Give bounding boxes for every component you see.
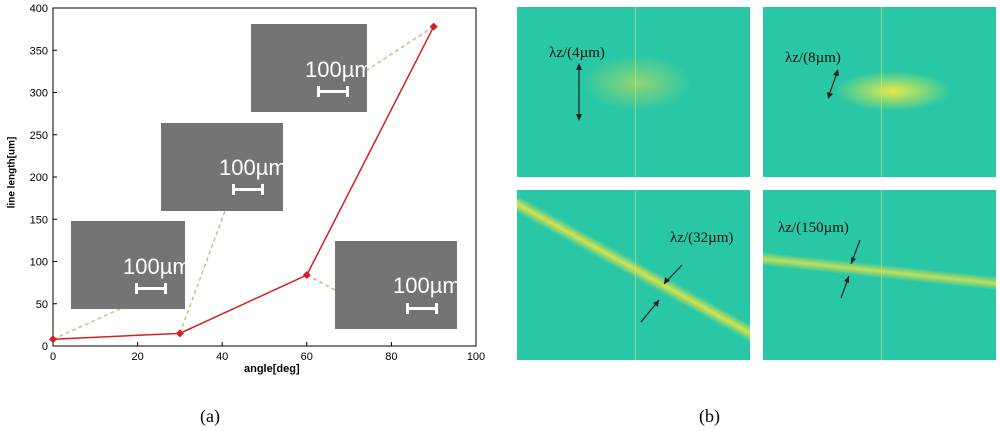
fft-panel-32um: λz/(32µm)	[517, 190, 750, 360]
x-tick-label: 40	[216, 351, 228, 363]
caption-b: (b)	[699, 406, 720, 426]
sem-inset-90deg: 100µm	[251, 24, 367, 112]
y-tick-label: 150	[30, 214, 48, 226]
double-arrow-icon	[576, 63, 582, 121]
series-line	[52, 26, 435, 340]
y-tick-label: 50	[36, 299, 48, 311]
sem-inset-60deg: 100µm	[335, 241, 457, 329]
double-arrow-icon	[827, 69, 839, 99]
y-tick-label: 250	[30, 130, 48, 142]
y-tick-label: 100	[30, 257, 48, 269]
fft-panel-8um: λz/(8µm)	[763, 7, 996, 177]
double-arrow-icon	[640, 264, 683, 323]
scale-bar	[406, 303, 438, 314]
inset-leader-line	[306, 274, 336, 291]
scale-bar-label: 100µm	[305, 57, 367, 82]
data-point-marker	[429, 22, 438, 31]
sem-inset-30deg: 100µm	[161, 123, 283, 211]
fft-label: λz/(150µm)	[778, 220, 849, 236]
inset-leader-line	[179, 210, 226, 334]
scale-bar-label: 100µm	[393, 273, 457, 298]
scale-bar-label: 100µm	[123, 254, 185, 279]
x-axis-label: angle[deg]	[244, 363, 300, 375]
y-tick-label: 400	[30, 3, 48, 15]
data-point-marker	[302, 271, 311, 280]
y-tick-label: 200	[30, 172, 48, 184]
x-tick-label: 20	[131, 351, 143, 363]
caption-a: (a)	[200, 406, 220, 426]
fft-panel-4um: λz/(4µm)	[517, 7, 750, 177]
scale-bar-label: 100µm	[219, 155, 283, 180]
y-tick-label: 300	[30, 88, 48, 100]
double-arrow-icon	[840, 239, 861, 299]
fft-label: λz/(8µm)	[785, 50, 841, 66]
data-point-marker	[49, 335, 57, 344]
scale-bar	[232, 184, 264, 195]
data-point-marker	[175, 329, 184, 338]
fft-label: λz/(32µm)	[670, 230, 734, 246]
sem-inset-0deg: 100µm	[71, 221, 185, 309]
x-tick-label: 100	[467, 351, 485, 363]
x-tick-label: 80	[385, 351, 397, 363]
y-tick-label: 350	[30, 45, 48, 57]
inset-leader-line	[366, 25, 435, 71]
y-axis-label: line length[um]	[6, 136, 18, 209]
fft-panel-150um: λz/(150µm)	[763, 190, 996, 360]
x-tick-label: 60	[301, 351, 313, 363]
inset-leader-line	[52, 308, 121, 340]
fft-label: λz/(4µm)	[549, 45, 605, 61]
scale-bar	[317, 86, 349, 97]
x-tick-label: 0	[50, 351, 56, 363]
y-tick-label: 0	[42, 341, 48, 353]
scale-bar	[135, 283, 167, 294]
